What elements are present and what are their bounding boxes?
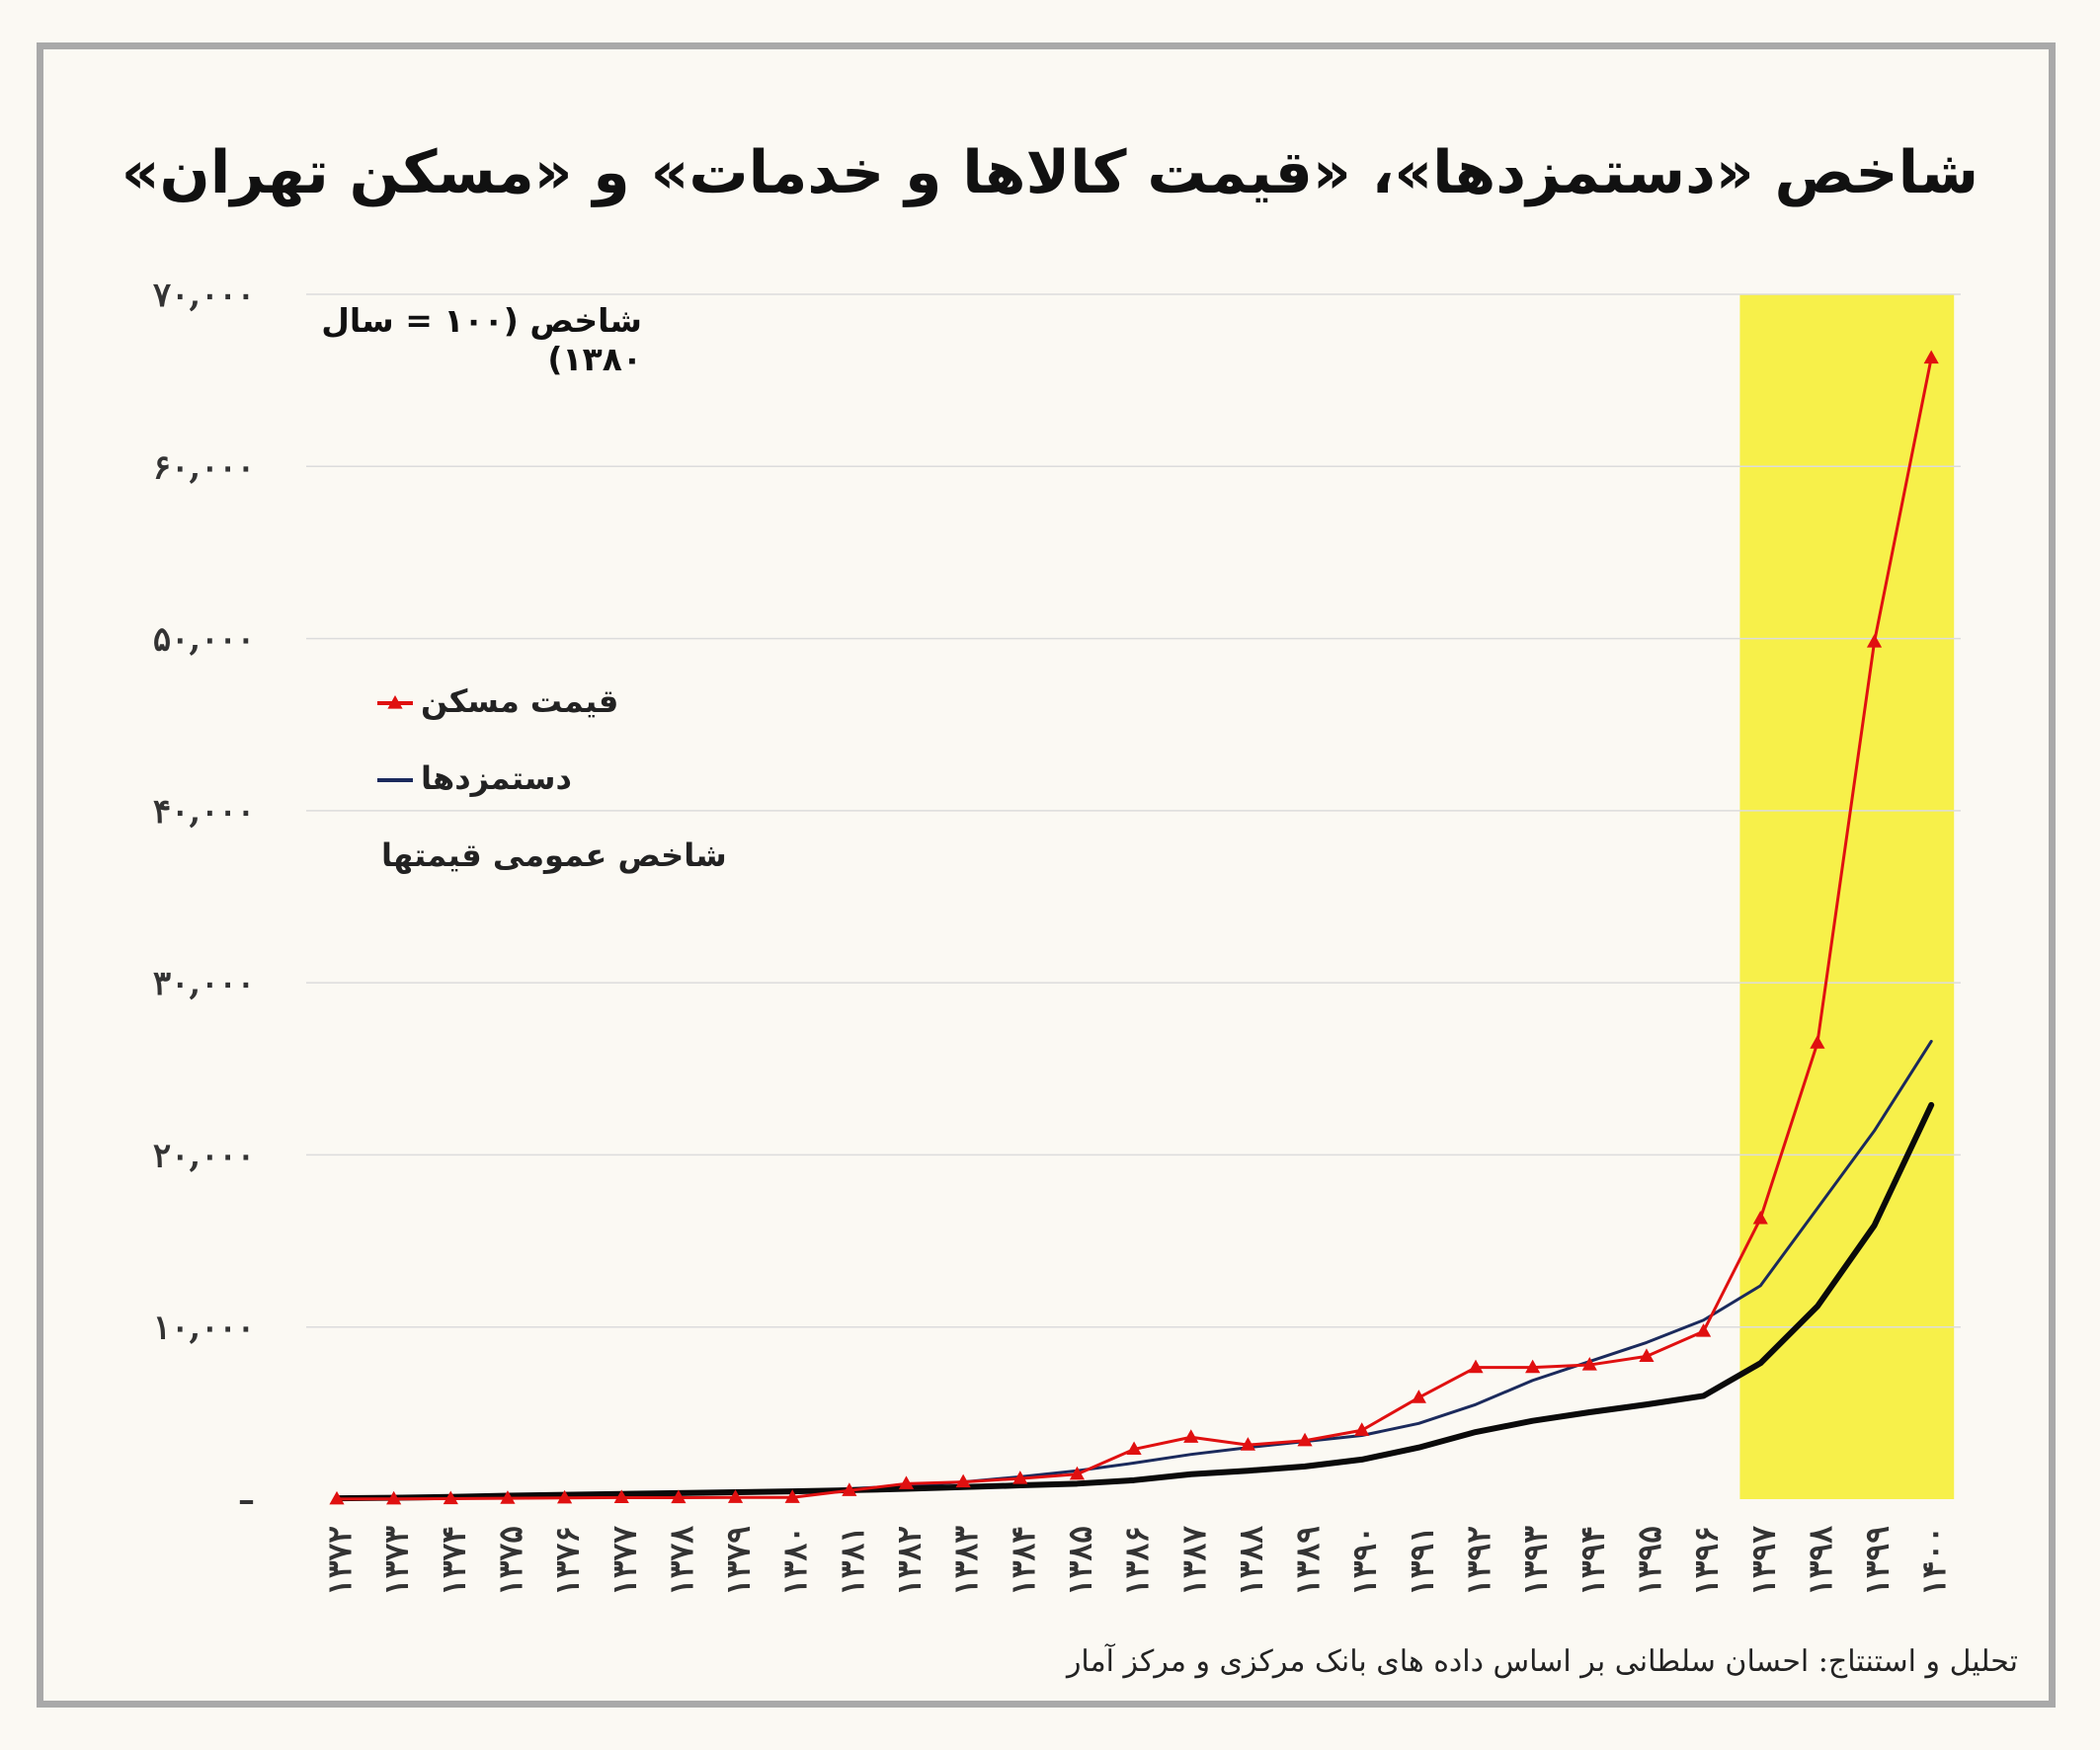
- legend-item-wages: دستمزدها: [375, 758, 691, 798]
- x-tick-label: ۱۳۸۴: [1004, 1526, 1042, 1596]
- legend-swatch-housing: [377, 695, 413, 709]
- x-tick-label: ۱۳۷۴: [434, 1526, 472, 1596]
- y-tick-label: ۲۰,۰۰۰: [153, 1136, 255, 1175]
- legend: قیمت مسکن دستمزدها شاخص عمومی قیمتها: [375, 681, 727, 913]
- y-tick-label: –: [238, 1480, 255, 1520]
- x-tick-label: ۱۳۷۵: [491, 1526, 529, 1596]
- x-tick-label: ۱۳۹۸: [1801, 1526, 1839, 1596]
- x-tick-label: ۱۳۸۵: [1060, 1526, 1098, 1596]
- data-point-housing: [1012, 1471, 1028, 1484]
- x-tick-label: ۱۳۷۳: [377, 1526, 416, 1596]
- highlight-band-layer: [1739, 294, 1955, 1499]
- gridlines: [306, 293, 1961, 1328]
- data-point-housing: [613, 1489, 629, 1504]
- x-tick-label: ۱۳۸۹: [1288, 1526, 1327, 1596]
- x-tick-label: ۱۳۷۸: [662, 1526, 700, 1596]
- data-point-housing: [1411, 1390, 1426, 1403]
- x-tick-label: ۱۴۰۰: [1914, 1526, 1953, 1596]
- y-tick-label: ۷۰,۰۰۰: [153, 276, 255, 315]
- y-tick-label: ۵۰,۰۰۰: [153, 620, 255, 660]
- data-point-housing: [557, 1489, 573, 1504]
- x-tick-label: ۱۳۸۰: [775, 1526, 814, 1596]
- x-tick-label: ۱۳۸۱: [833, 1526, 871, 1596]
- x-tick-label: ۱۳۹۴: [1573, 1526, 1611, 1596]
- x-tick-label: ۱۳۹۹: [1858, 1526, 1897, 1596]
- data-point-housing: [784, 1489, 800, 1503]
- data-point-housing: [1696, 1323, 1712, 1337]
- series-line-cpi: [334, 1101, 1935, 1502]
- series-line-housing: [335, 356, 1933, 1501]
- x-tick-label: ۱۳۸۸: [1231, 1526, 1269, 1596]
- data-point-housing: [443, 1490, 458, 1505]
- y-axis-ticks: – ۱۰,۰۰۰ ۲۰,۰۰۰ ۳۰,۰۰۰ ۴۰,۰۰۰ ۵۰,۰۰۰ ۶۰,۰۰۰ ۷۰,…: [153, 276, 255, 1520]
- data-point-housing: [329, 1490, 345, 1505]
- legend-label-cpi: شاخص عمومی قیمتها: [381, 836, 727, 874]
- data-point-housing: [1297, 1432, 1313, 1447]
- x-tick-label: ۱۳۷۲: [320, 1526, 359, 1596]
- data-point-housing: [1752, 1210, 1768, 1225]
- legend-label-housing: قیمت مسکن: [421, 682, 619, 720]
- chart-frame: [37, 42, 2056, 1708]
- y-tick-label: ۴۰,۰۰۰: [153, 792, 255, 832]
- data-point-housing: [1923, 350, 1939, 364]
- data-point-housing: [1525, 1359, 1541, 1374]
- y-tick-label: ۶۰,۰۰۰: [153, 447, 255, 487]
- y-axis-caption: شاخص (۱۰۰ = سال ۱۳۸۰): [321, 301, 642, 378]
- legend-item-cpi: شاخص عمومی قیمتها: [375, 835, 727, 875]
- legend-item-housing: قیمت مسکن: [375, 681, 691, 721]
- x-tick-label: ۱۳۹۰: [1345, 1526, 1384, 1596]
- data-point-housing: [671, 1489, 687, 1504]
- x-tick-label: ۱۳۸۳: [946, 1526, 985, 1596]
- data-point-housing: [1240, 1437, 1255, 1451]
- data-point-housing: [727, 1489, 744, 1503]
- data-point-housing: [842, 1482, 857, 1496]
- x-tick-label: ۱۳۹۲: [1459, 1526, 1497, 1596]
- data-point-housing: [1354, 1422, 1370, 1436]
- series-lines: [329, 350, 1939, 1505]
- y-tick-label: ۳۰,۰۰۰: [153, 964, 255, 1003]
- data-point-housing: [1183, 1429, 1199, 1443]
- series-line-wages: [335, 1039, 1933, 1500]
- y-tick-label: ۱۰,۰۰۰: [153, 1309, 255, 1348]
- source-note: تحلیل و استنتاج: احسان سلطانی بر اساس دا…: [1066, 1644, 2018, 1679]
- x-tick-label: ۱۳۸۲: [890, 1526, 929, 1596]
- chart-title: شاخص «دستمزدها»، «قیمت کالاها و خدمات» و…: [121, 138, 1979, 207]
- data-point-housing: [386, 1490, 402, 1505]
- data-point-housing: [500, 1490, 516, 1504]
- highlight-band: [1739, 294, 1955, 1499]
- legend-marker-housing: [387, 695, 403, 709]
- x-axis-ticks: ۱۳۷۲ ۱۳۷۳ ۱۳۷۴ ۱۳۷۵ ۱۳۷۶ ۱۳۷۷ ۱۳۷۸ ۱۳۷۹ ۱۳۸۰ ۱۳۸۱…: [320, 1526, 1953, 1596]
- x-tick-label: ۱۳۷۹: [719, 1526, 758, 1596]
- x-tick-label: ۱۳۷۶: [548, 1526, 587, 1596]
- legend-swatch-wages: [377, 778, 413, 782]
- data-point-housing: [955, 1473, 971, 1488]
- x-tick-label: ۱۳۹۷: [1743, 1526, 1782, 1596]
- data-point-housing: [1069, 1466, 1086, 1480]
- data-point-housing: [1639, 1348, 1655, 1362]
- x-tick-label: ۱۳۸۶: [1117, 1526, 1156, 1596]
- data-point-housing: [1468, 1359, 1484, 1374]
- x-tick-label: ۱۳۹۵: [1630, 1526, 1668, 1596]
- legend-label-wages: دستمزدها: [421, 759, 572, 797]
- data-point-housing: [1581, 1357, 1597, 1371]
- x-tick-label: ۱۳۷۷: [605, 1526, 643, 1596]
- data-point-housing: [1866, 634, 1883, 648]
- data-point-housing: [1126, 1441, 1142, 1456]
- data-point-housing: [1810, 1035, 1825, 1049]
- x-tick-label: ۱۳۸۷: [1174, 1526, 1213, 1596]
- x-tick-label: ۱۳۹۶: [1687, 1526, 1726, 1596]
- x-tick-label: ۱۳۹۳: [1516, 1526, 1555, 1596]
- x-tick-label: ۱۳۹۱: [1402, 1526, 1440, 1596]
- data-point-housing: [898, 1475, 915, 1489]
